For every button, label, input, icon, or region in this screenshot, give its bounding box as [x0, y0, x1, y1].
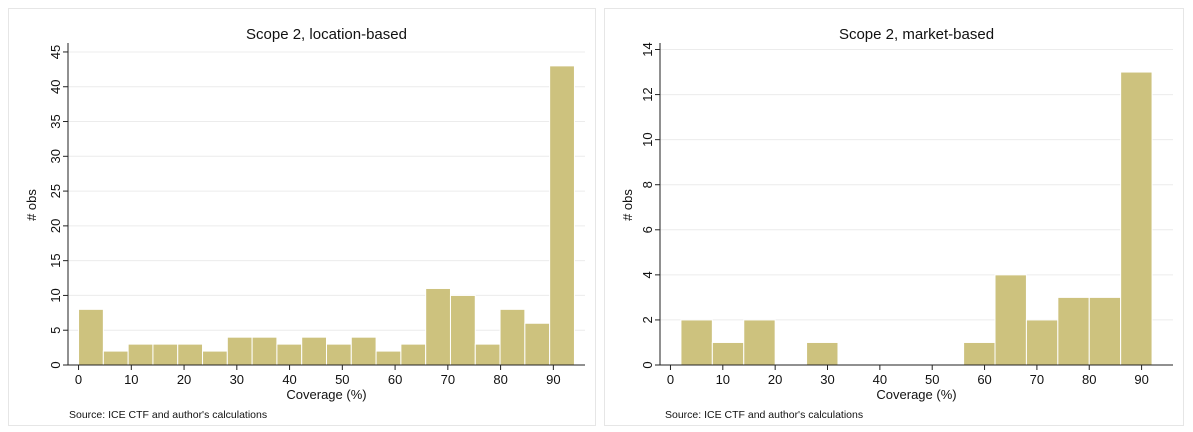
- y-tick-label: 6: [640, 226, 655, 233]
- chart-title: Scope 2, location-based: [246, 26, 407, 43]
- x-tick-label: 70: [1030, 372, 1044, 387]
- y-tick-label: 2: [640, 316, 655, 323]
- x-tick-label: 0: [75, 372, 82, 387]
- y-tick-label: 0: [48, 361, 63, 368]
- histogram-bar: [276, 343, 303, 366]
- y-axis-title: # obs: [620, 189, 635, 221]
- histogram-bar: [711, 341, 745, 366]
- histogram-bar: [680, 319, 713, 366]
- histogram-bar: [806, 341, 839, 366]
- histogram-bar: [78, 308, 104, 366]
- x-tick-label: 10: [124, 372, 138, 387]
- histogram-bar: [350, 336, 377, 366]
- y-axis-title: # obs: [24, 189, 39, 221]
- y-tick-label: 45: [48, 45, 63, 59]
- histogram-bar: [127, 343, 154, 366]
- histogram-bar: [152, 343, 179, 366]
- histogram-bar: [963, 341, 996, 366]
- histogram-bar: [524, 322, 551, 366]
- x-tick-label: 80: [493, 372, 507, 387]
- histogram-location-based-svg: 0 5 10 15 20 25 30 35 40 45 0 10 20 30 40 50 60 70 80 90 Sco…: [24, 26, 585, 421]
- histogram-bar: [1088, 296, 1122, 366]
- x-tick-label: 40: [873, 372, 887, 387]
- histogram-bar: [301, 336, 328, 366]
- y-tick-label: 15: [48, 253, 63, 267]
- y-tick-label: 12: [640, 87, 655, 101]
- source-note: Source: ICE CTF and author's calculation…: [665, 409, 863, 421]
- histogram-bar: [425, 287, 451, 366]
- y-tick-label: 14: [640, 42, 655, 56]
- histogram-bar: [474, 343, 501, 366]
- histogram-bar: [499, 308, 526, 366]
- histogram-bar: [326, 343, 352, 366]
- source-note: Source: ICE CTF and author's calculation…: [69, 409, 267, 421]
- histogram-bar: [177, 343, 204, 366]
- x-tick-label: 40: [282, 372, 296, 387]
- x-tick-label: 60: [388, 372, 402, 387]
- x-tick-label: 10: [716, 372, 730, 387]
- x-tick-label: 20: [177, 372, 191, 387]
- y-tick-label: 0: [640, 361, 655, 368]
- histogram-bar: [375, 350, 402, 366]
- chart-title: Scope 2, market-based: [839, 26, 994, 43]
- y-tick-label: 20: [48, 219, 63, 233]
- histogram-bar: [226, 336, 253, 366]
- y-tick-label: 8: [640, 181, 655, 188]
- x-tick-label: 60: [977, 372, 991, 387]
- histogram-panel-market-based: 0 2 4 6 8 10 12 14 0 10 20 30 40 50 60 70 80 90 Scope 2, m…: [604, 8, 1184, 426]
- y-tick-label: 10: [48, 288, 63, 302]
- y-tick-label: 25: [48, 184, 63, 198]
- histogram-bar: [400, 343, 427, 366]
- y-tick-label: 30: [48, 149, 63, 163]
- x-tick-label: 90: [1134, 372, 1148, 387]
- histogram-bar: [994, 274, 1027, 366]
- x-axis-title: Coverage (%): [286, 387, 366, 402]
- x-tick-label: 80: [1082, 372, 1096, 387]
- x-axis-title: Coverage (%): [876, 387, 956, 402]
- y-tick-label: 5: [48, 327, 63, 334]
- histogram-bar: [102, 350, 129, 366]
- histogram-bar: [449, 294, 476, 366]
- x-tick-label: 50: [925, 372, 939, 387]
- histogram-bar: [251, 336, 278, 366]
- y-tick-label: 4: [640, 271, 655, 278]
- x-tick-label: 20: [768, 372, 782, 387]
- y-tick-label: 10: [640, 132, 655, 146]
- histogram-bar: [743, 319, 776, 366]
- x-tick-label: 0: [667, 372, 674, 387]
- y-tick-label: 35: [48, 114, 63, 128]
- x-tick-label: 30: [230, 372, 244, 387]
- histogram-bar: [549, 65, 575, 366]
- histogram-bar: [202, 350, 228, 366]
- histogram-panel-location-based: 0 5 10 15 20 25 30 35 40 45 0 10 20 30 40 50 60 70 80 90 Sco…: [8, 8, 596, 426]
- histogram-market-based-svg: 0 2 4 6 8 10 12 14 0 10 20 30 40 50 60 70 80 90 Scope 2, m…: [620, 26, 1173, 421]
- x-tick-label: 70: [441, 372, 455, 387]
- y-tick-label: 40: [48, 80, 63, 94]
- x-tick-label: 30: [820, 372, 834, 387]
- histogram-bar: [1057, 296, 1090, 366]
- x-tick-label: 90: [546, 372, 560, 387]
- histogram-bar: [1025, 319, 1059, 366]
- histogram-bar: [1120, 71, 1153, 366]
- x-tick-label: 50: [335, 372, 349, 387]
